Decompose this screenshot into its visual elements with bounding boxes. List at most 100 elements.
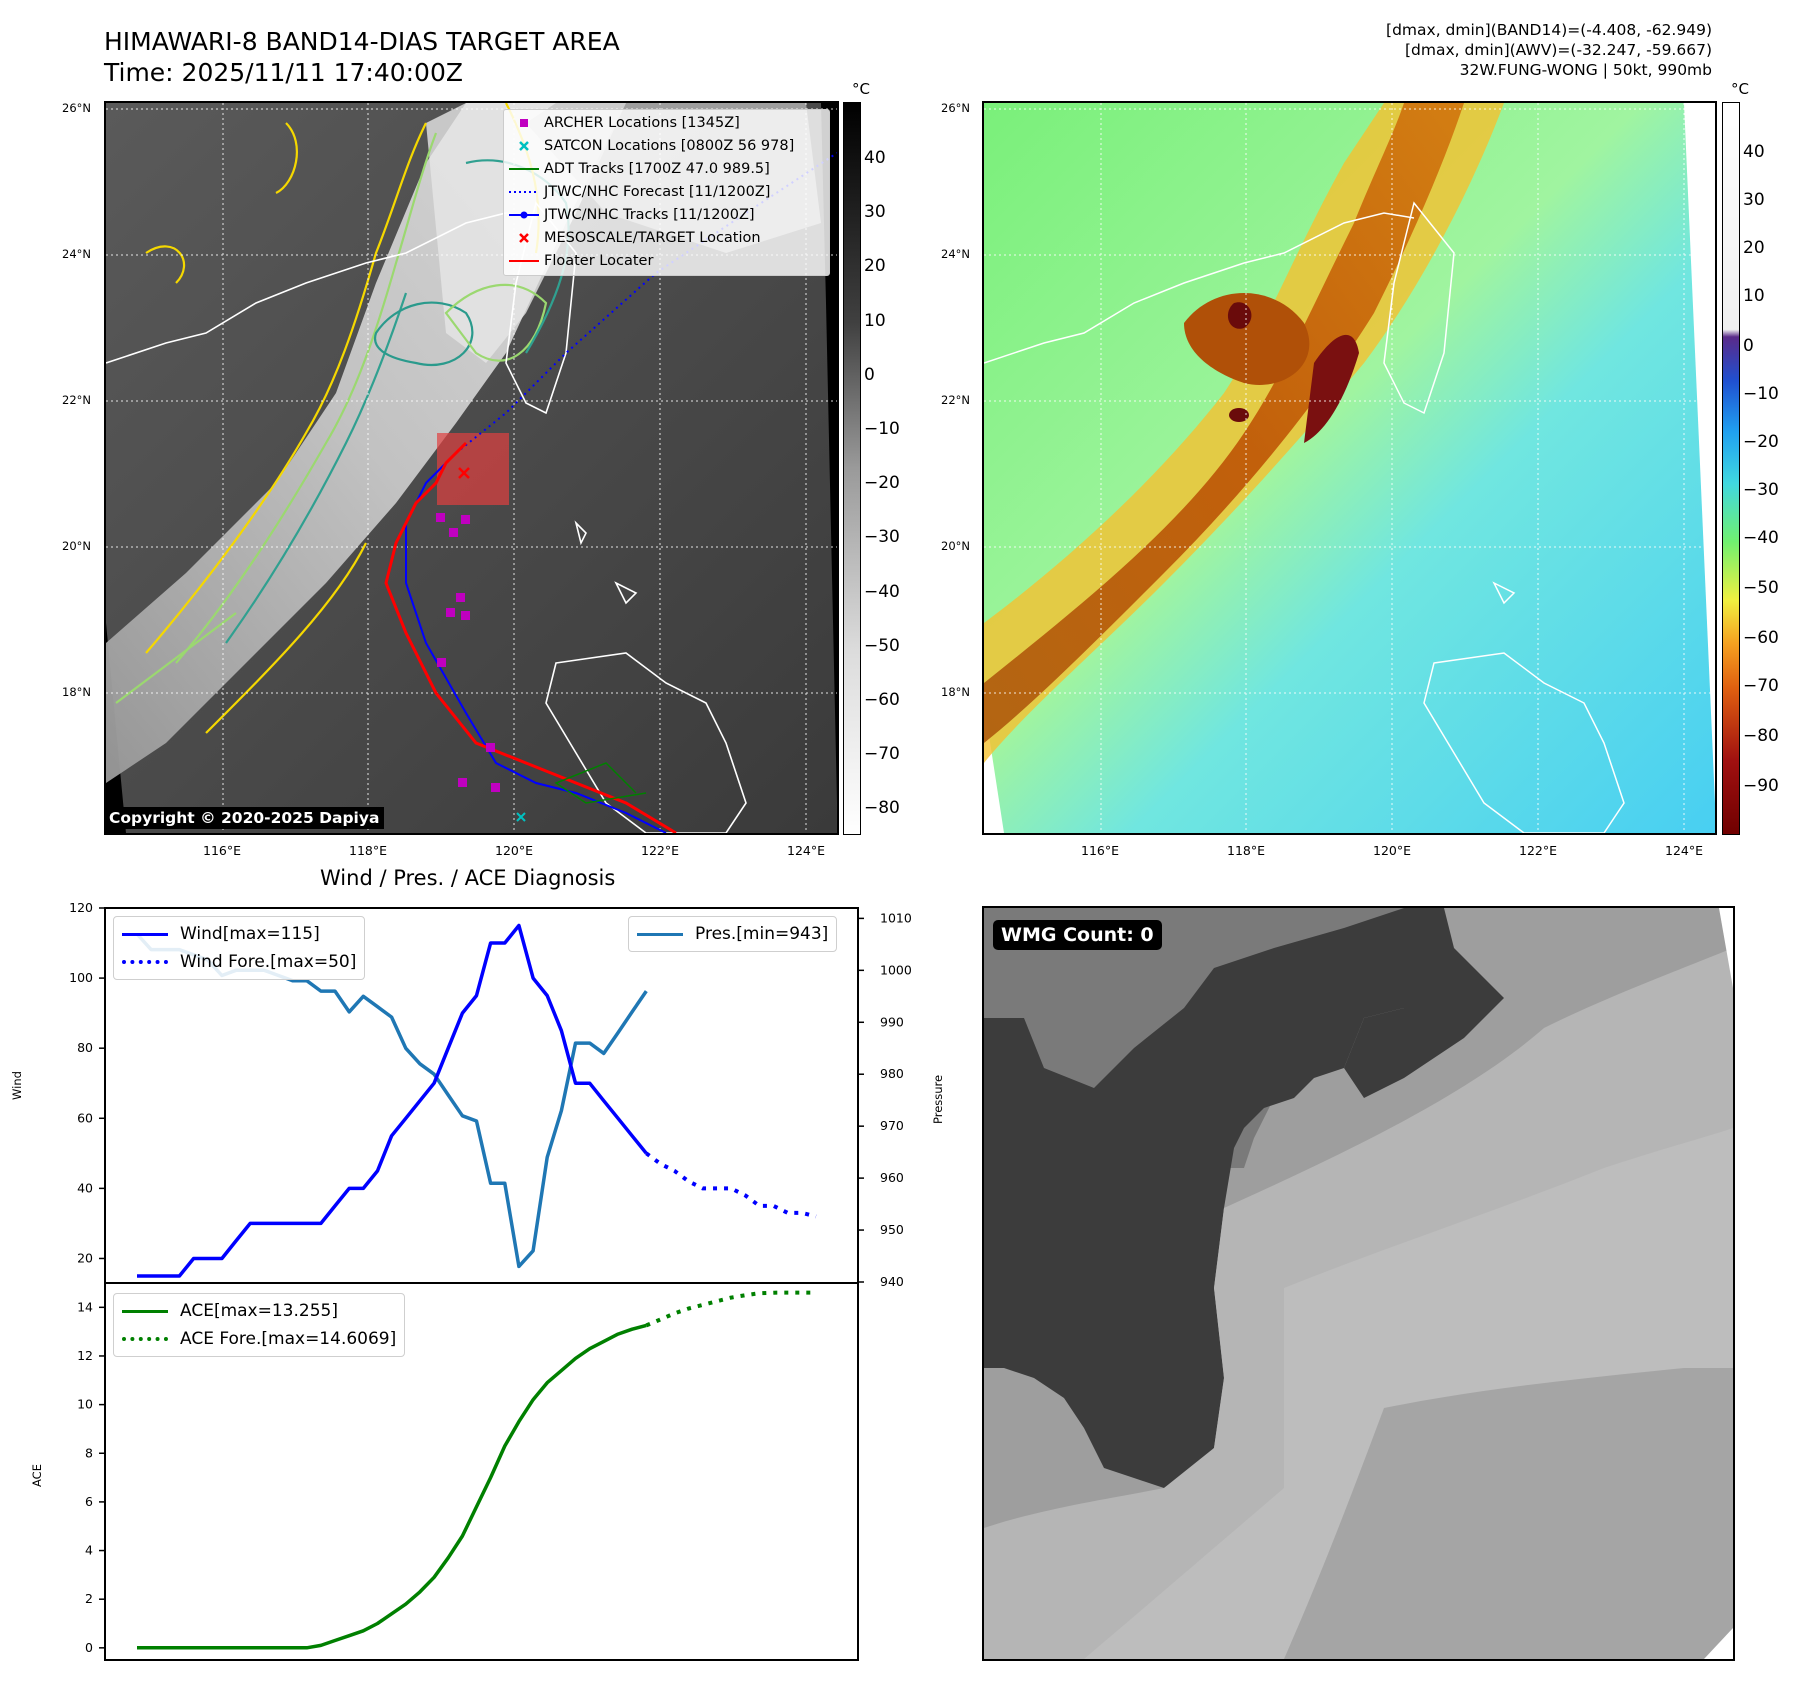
legend-wind-label: Wind[max=115] bbox=[180, 924, 320, 944]
latitude-label: 20°N bbox=[62, 539, 91, 553]
legend-entry-label: JTWC/NHC Forecast [11/1200Z] bbox=[544, 183, 771, 200]
ace-legend: ACE[max=13.255] ACE Fore.[max=14.6069] bbox=[113, 1293, 406, 1357]
wind-tick-label: 100 bbox=[69, 970, 93, 985]
wind-axis-label: Wind bbox=[10, 1071, 24, 1100]
ace-tick-label: 0 bbox=[85, 1640, 93, 1655]
wind-legend: Wind[max=115] Wind Fore.[max=50] bbox=[113, 916, 366, 980]
awv-colorbar-tick: 30 bbox=[1743, 190, 1765, 210]
wmg-image bbox=[984, 908, 1733, 1659]
awv-colorbar-tick: −40 bbox=[1743, 528, 1779, 548]
awv-colorbar-tick: −50 bbox=[1743, 578, 1779, 598]
ace-tick-label: 8 bbox=[85, 1445, 93, 1460]
wind-tick-label: 120 bbox=[69, 900, 93, 915]
longitude-label: 118°E bbox=[1227, 843, 1266, 858]
ace-tick-label: 4 bbox=[85, 1543, 93, 1558]
pressure-tick-label: 960 bbox=[880, 1170, 904, 1185]
legend-entry: SATCON Locations [0800Z 56 978] bbox=[504, 134, 829, 157]
awv-colorbar-tick: −20 bbox=[1743, 432, 1779, 452]
legend-entry-label: JTWC/NHC Tracks [11/1200Z] bbox=[544, 206, 755, 223]
awv-colorbar-tick: 0 bbox=[1743, 336, 1754, 356]
ace-series-line bbox=[137, 1323, 647, 1650]
ir-colorbar-tick: −20 bbox=[864, 473, 900, 494]
pressure-tick-label: 940 bbox=[880, 1274, 904, 1289]
ace-axis-label: ACE bbox=[30, 1464, 44, 1487]
latitude-label: 26°N bbox=[941, 101, 970, 115]
pressure-series-line bbox=[135, 932, 648, 1269]
awv-colorbar-tick: −90 bbox=[1743, 776, 1779, 796]
awv-colorbar-tick: 20 bbox=[1743, 238, 1765, 258]
pressure-tick-label: 970 bbox=[880, 1118, 904, 1133]
target-area-box bbox=[437, 433, 509, 505]
latitude-label: 22°N bbox=[941, 393, 970, 407]
wind-tick-label: 60 bbox=[77, 1110, 93, 1125]
ir-colorbar-tick: −50 bbox=[864, 635, 900, 656]
longitude-label: 116°E bbox=[1081, 843, 1120, 858]
awv-colorbar-tick: −80 bbox=[1743, 726, 1779, 746]
longitude-label: 120°E bbox=[495, 843, 534, 858]
legend-wind-fore-label: Wind Fore.[max=50] bbox=[180, 952, 357, 972]
ace-tick-label: 14 bbox=[77, 1299, 93, 1314]
longitude-label: 122°E bbox=[1519, 843, 1558, 858]
ir-colorbar-tick: −80 bbox=[864, 798, 900, 819]
ace-tick-label: 6 bbox=[85, 1494, 93, 1509]
ir-colorbar-tick: 40 bbox=[864, 148, 886, 168]
x-marker-icon bbox=[504, 232, 544, 244]
ir-colorbar-tick: −60 bbox=[864, 690, 900, 710]
pressure-tick-label: 950 bbox=[880, 1222, 904, 1237]
awv-map-image bbox=[984, 103, 1715, 833]
legend-entry: ARCHER Locations [1345Z] bbox=[504, 111, 829, 134]
latitude-label: 22°N bbox=[62, 393, 91, 407]
longitude-label: 120°E bbox=[1373, 843, 1412, 858]
legend-pres-label: Pres.[min=943] bbox=[695, 924, 829, 944]
ir-colorbar-tick: 10 bbox=[864, 310, 886, 331]
awv-colorbar bbox=[1722, 102, 1740, 835]
line-marker-icon bbox=[504, 255, 544, 267]
awv-colorbar-tick: 40 bbox=[1743, 142, 1765, 162]
pressure-tick-label: 1010 bbox=[880, 910, 912, 925]
awv-colorbar-tick: −60 bbox=[1743, 628, 1779, 648]
awv-colorbar-tick: −10 bbox=[1743, 384, 1779, 404]
storm-info: [dmax, dmin](BAND14)=(-4.408, -62.949) [… bbox=[1386, 21, 1712, 79]
dotted-marker-icon bbox=[504, 186, 544, 198]
ir-colorbar-unit: °C bbox=[852, 80, 870, 98]
legend-entry-label: MESOSCALE/TARGET Location bbox=[544, 229, 761, 246]
legend-entry-label: SATCON Locations [0800Z 56 978] bbox=[544, 137, 795, 154]
ace-forecast-series-line bbox=[645, 1290, 816, 1328]
latitude-label: 18°N bbox=[62, 685, 91, 699]
wind-tick-label: 40 bbox=[77, 1180, 93, 1195]
diagnosis-title: Wind / Pres. / ACE Diagnosis bbox=[320, 866, 616, 890]
wmg-count-badge: WMG Count: 0 bbox=[993, 920, 1162, 950]
legend-entry-label: Floater Locater bbox=[544, 252, 654, 269]
map-legend: ARCHER Locations [1345Z] SATCON Locations… bbox=[503, 109, 830, 276]
square-marker-icon bbox=[504, 117, 544, 129]
awv-map-panel bbox=[982, 101, 1717, 835]
awv-colorbar-tick: −30 bbox=[1743, 480, 1779, 500]
ir-colorbar-tick: −40 bbox=[864, 581, 900, 602]
ace-tick-label: 2 bbox=[85, 1591, 93, 1606]
longitude-label: 116°E bbox=[203, 843, 242, 858]
ir-colorbar-tick: 0 bbox=[864, 364, 875, 385]
ir-colorbar-tick: 20 bbox=[864, 256, 886, 277]
ace-tick-label: 10 bbox=[77, 1397, 93, 1412]
wind-series-line bbox=[137, 923, 648, 1278]
pressure-tick-label: 990 bbox=[880, 1014, 904, 1029]
legend-entry-label: ADT Tracks [1700Z 47.0 989.5] bbox=[544, 160, 770, 177]
legend-entry: JTWC/NHC Forecast [11/1200Z] bbox=[504, 180, 829, 203]
longitude-label: 118°E bbox=[349, 843, 388, 858]
chart-title: HIMAWARI-8 BAND14-DIAS TARGET AREA Time:… bbox=[104, 27, 620, 87]
legend-ace-label: ACE[max=13.255] bbox=[180, 1301, 338, 1321]
latitude-label: 26°N bbox=[62, 101, 91, 115]
ace-plot-frame bbox=[104, 1282, 859, 1661]
legend-ace-fore-label: ACE Fore.[max=14.6069] bbox=[180, 1329, 397, 1349]
x-marker-icon bbox=[504, 140, 544, 152]
longitude-label: 124°E bbox=[1665, 843, 1704, 858]
latitude-label: 24°N bbox=[62, 247, 91, 261]
ace-tick-label: 12 bbox=[77, 1348, 93, 1363]
copyright-notice: Copyright © 2020-2025 Dapiya bbox=[104, 807, 385, 829]
wind-tick-label: 20 bbox=[77, 1250, 93, 1265]
pressure-axis-label: Pressure bbox=[931, 1074, 945, 1124]
longitude-label: 122°E bbox=[641, 843, 680, 858]
latitude-label: 18°N bbox=[941, 685, 970, 699]
dotline-marker-icon bbox=[504, 209, 544, 221]
